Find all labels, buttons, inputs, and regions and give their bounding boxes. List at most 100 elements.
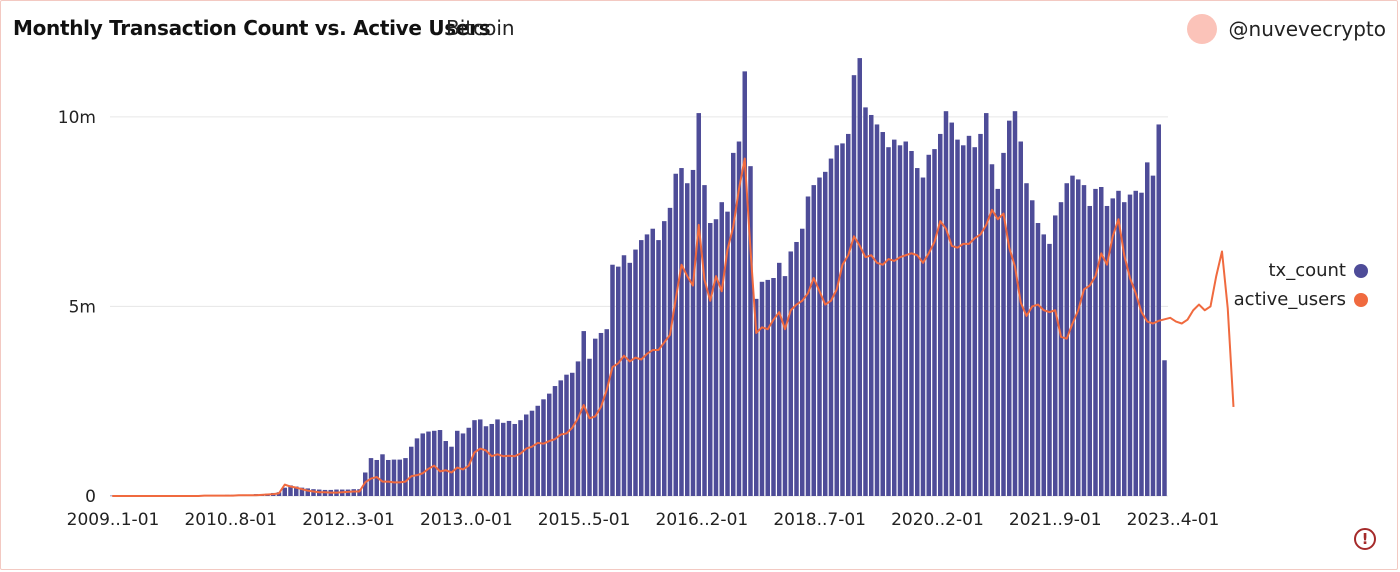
bar-tx-count[interactable] <box>311 489 316 496</box>
bar-tx-count[interactable] <box>466 427 471 496</box>
bar-tx-count[interactable] <box>558 380 563 496</box>
bar-tx-count[interactable] <box>696 113 701 496</box>
bar-tx-count[interactable] <box>1116 190 1121 497</box>
bar-tx-count[interactable] <box>897 145 903 497</box>
bar-tx-count[interactable] <box>483 426 489 496</box>
bar-tx-count[interactable] <box>1145 162 1150 496</box>
bar-tx-count[interactable] <box>1058 202 1064 497</box>
legend-item-active-users[interactable]: active_users <box>1234 289 1368 310</box>
bar-tx-count[interactable] <box>299 487 305 496</box>
bar-tx-count[interactable] <box>541 399 546 496</box>
bar-tx-count[interactable] <box>363 472 368 496</box>
bar-tx-count[interactable] <box>955 139 960 496</box>
bar-tx-count[interactable] <box>840 143 845 496</box>
bar-tx-count[interactable] <box>391 459 397 496</box>
bar-tx-count[interactable] <box>679 168 684 497</box>
bar-tx-count[interactable] <box>380 454 385 496</box>
bar-tx-count[interactable] <box>621 255 627 496</box>
bar-tx-count[interactable] <box>1018 141 1023 496</box>
bar-tx-count[interactable] <box>443 441 448 496</box>
bar-tx-count[interactable] <box>437 430 443 496</box>
alert-circle-icon[interactable]: ! <box>1354 528 1376 550</box>
bar-tx-count[interactable] <box>1139 192 1144 496</box>
bar-tx-count[interactable] <box>616 266 621 496</box>
bar-tx-count[interactable] <box>397 459 402 496</box>
author-badge[interactable]: @nuvevecrypto <box>1186 14 1386 44</box>
bar-tx-count[interactable] <box>1110 198 1115 496</box>
bar-tx-count[interactable] <box>961 145 966 497</box>
bar-tx-count[interactable] <box>857 58 862 496</box>
bar-tx-count[interactable] <box>535 405 540 496</box>
bar-tx-count[interactable] <box>834 145 839 497</box>
bar-tx-count[interactable] <box>1030 200 1035 496</box>
bar-tx-count[interactable] <box>1047 243 1052 496</box>
bar-tx-count[interactable] <box>874 124 880 496</box>
bar-tx-count[interactable] <box>357 489 362 496</box>
bar-tx-count[interactable] <box>478 419 483 496</box>
bar-tx-count[interactable] <box>777 262 782 496</box>
bar-tx-count[interactable] <box>282 487 287 496</box>
bar-tx-count[interactable] <box>794 241 799 496</box>
bar-tx-count[interactable] <box>989 164 995 496</box>
bar-tx-count[interactable] <box>1041 234 1046 496</box>
bar-tx-count[interactable] <box>909 150 914 497</box>
bar-tx-count[interactable] <box>846 133 851 496</box>
bar-tx-count[interactable] <box>1012 111 1018 497</box>
bar-tx-count[interactable] <box>1007 120 1012 496</box>
bar-tx-count[interactable] <box>432 430 437 496</box>
bar-tx-count[interactable] <box>581 331 586 496</box>
bar-tx-count[interactable] <box>811 185 816 497</box>
bar-tx-count[interactable] <box>932 149 937 496</box>
bar-tx-count[interactable] <box>754 298 759 496</box>
bar-tx-count[interactable] <box>495 419 500 496</box>
bar-tx-count[interactable] <box>765 279 770 496</box>
bar-tx-count[interactable] <box>943 111 949 497</box>
bar-tx-count[interactable] <box>805 196 811 497</box>
bar-tx-count[interactable] <box>828 158 834 496</box>
bar-tx-count[interactable] <box>759 281 765 496</box>
bar-tx-count[interactable] <box>725 211 730 496</box>
bar-tx-count[interactable] <box>524 414 529 496</box>
bar-tx-count[interactable] <box>966 135 972 496</box>
bar-tx-count[interactable] <box>639 240 644 496</box>
bar-tx-count[interactable] <box>656 240 661 496</box>
bar-tx-count[interactable] <box>736 141 742 496</box>
bar-tx-count[interactable] <box>1087 205 1092 496</box>
bar-tx-count[interactable] <box>978 133 983 496</box>
bar-tx-count[interactable] <box>713 219 719 497</box>
bar-tx-count[interactable] <box>880 132 885 496</box>
bar-tx-count[interactable] <box>512 423 517 496</box>
bar-tx-count[interactable] <box>782 276 788 496</box>
bar-tx-count[interactable] <box>386 459 391 496</box>
bar-tx-count[interactable] <box>863 107 868 496</box>
bar-tx-count[interactable] <box>547 393 552 496</box>
legend-item-tx-count[interactable]: tx_count <box>1269 260 1368 281</box>
bar-tx-count[interactable] <box>455 430 460 496</box>
bar-tx-count[interactable] <box>1024 183 1029 496</box>
bar-tx-count[interactable] <box>564 374 569 496</box>
bar-tx-count[interactable] <box>984 113 989 496</box>
bar-tx-count[interactable] <box>1099 187 1104 496</box>
bar-tx-count[interactable] <box>472 420 477 496</box>
bar-tx-count[interactable] <box>851 75 857 497</box>
bar-tx-count[interactable] <box>972 147 977 496</box>
bar-tx-count[interactable] <box>1081 185 1087 497</box>
bar-tx-count[interactable] <box>1162 360 1167 496</box>
bar-tx-count[interactable] <box>869 114 874 496</box>
bar-tx-count[interactable] <box>690 169 696 496</box>
bar-tx-count[interactable] <box>403 458 408 496</box>
bar-tx-count[interactable] <box>627 262 632 496</box>
bar-tx-count[interactable] <box>570 372 575 496</box>
bar-tx-count[interactable] <box>288 485 293 496</box>
bar-tx-count[interactable] <box>788 251 793 496</box>
bar-tx-count[interactable] <box>506 420 512 496</box>
bar-tx-count[interactable] <box>667 207 673 497</box>
bar-tx-count[interactable] <box>742 71 747 497</box>
bar-tx-count[interactable] <box>305 488 310 496</box>
bar-tx-count[interactable] <box>702 185 707 497</box>
bar-tx-count[interactable] <box>748 166 753 496</box>
bar-tx-count[interactable] <box>420 433 425 496</box>
bar-tx-count[interactable] <box>650 228 655 496</box>
bar-tx-count[interactable] <box>552 386 558 496</box>
bar-tx-count[interactable] <box>771 278 776 496</box>
